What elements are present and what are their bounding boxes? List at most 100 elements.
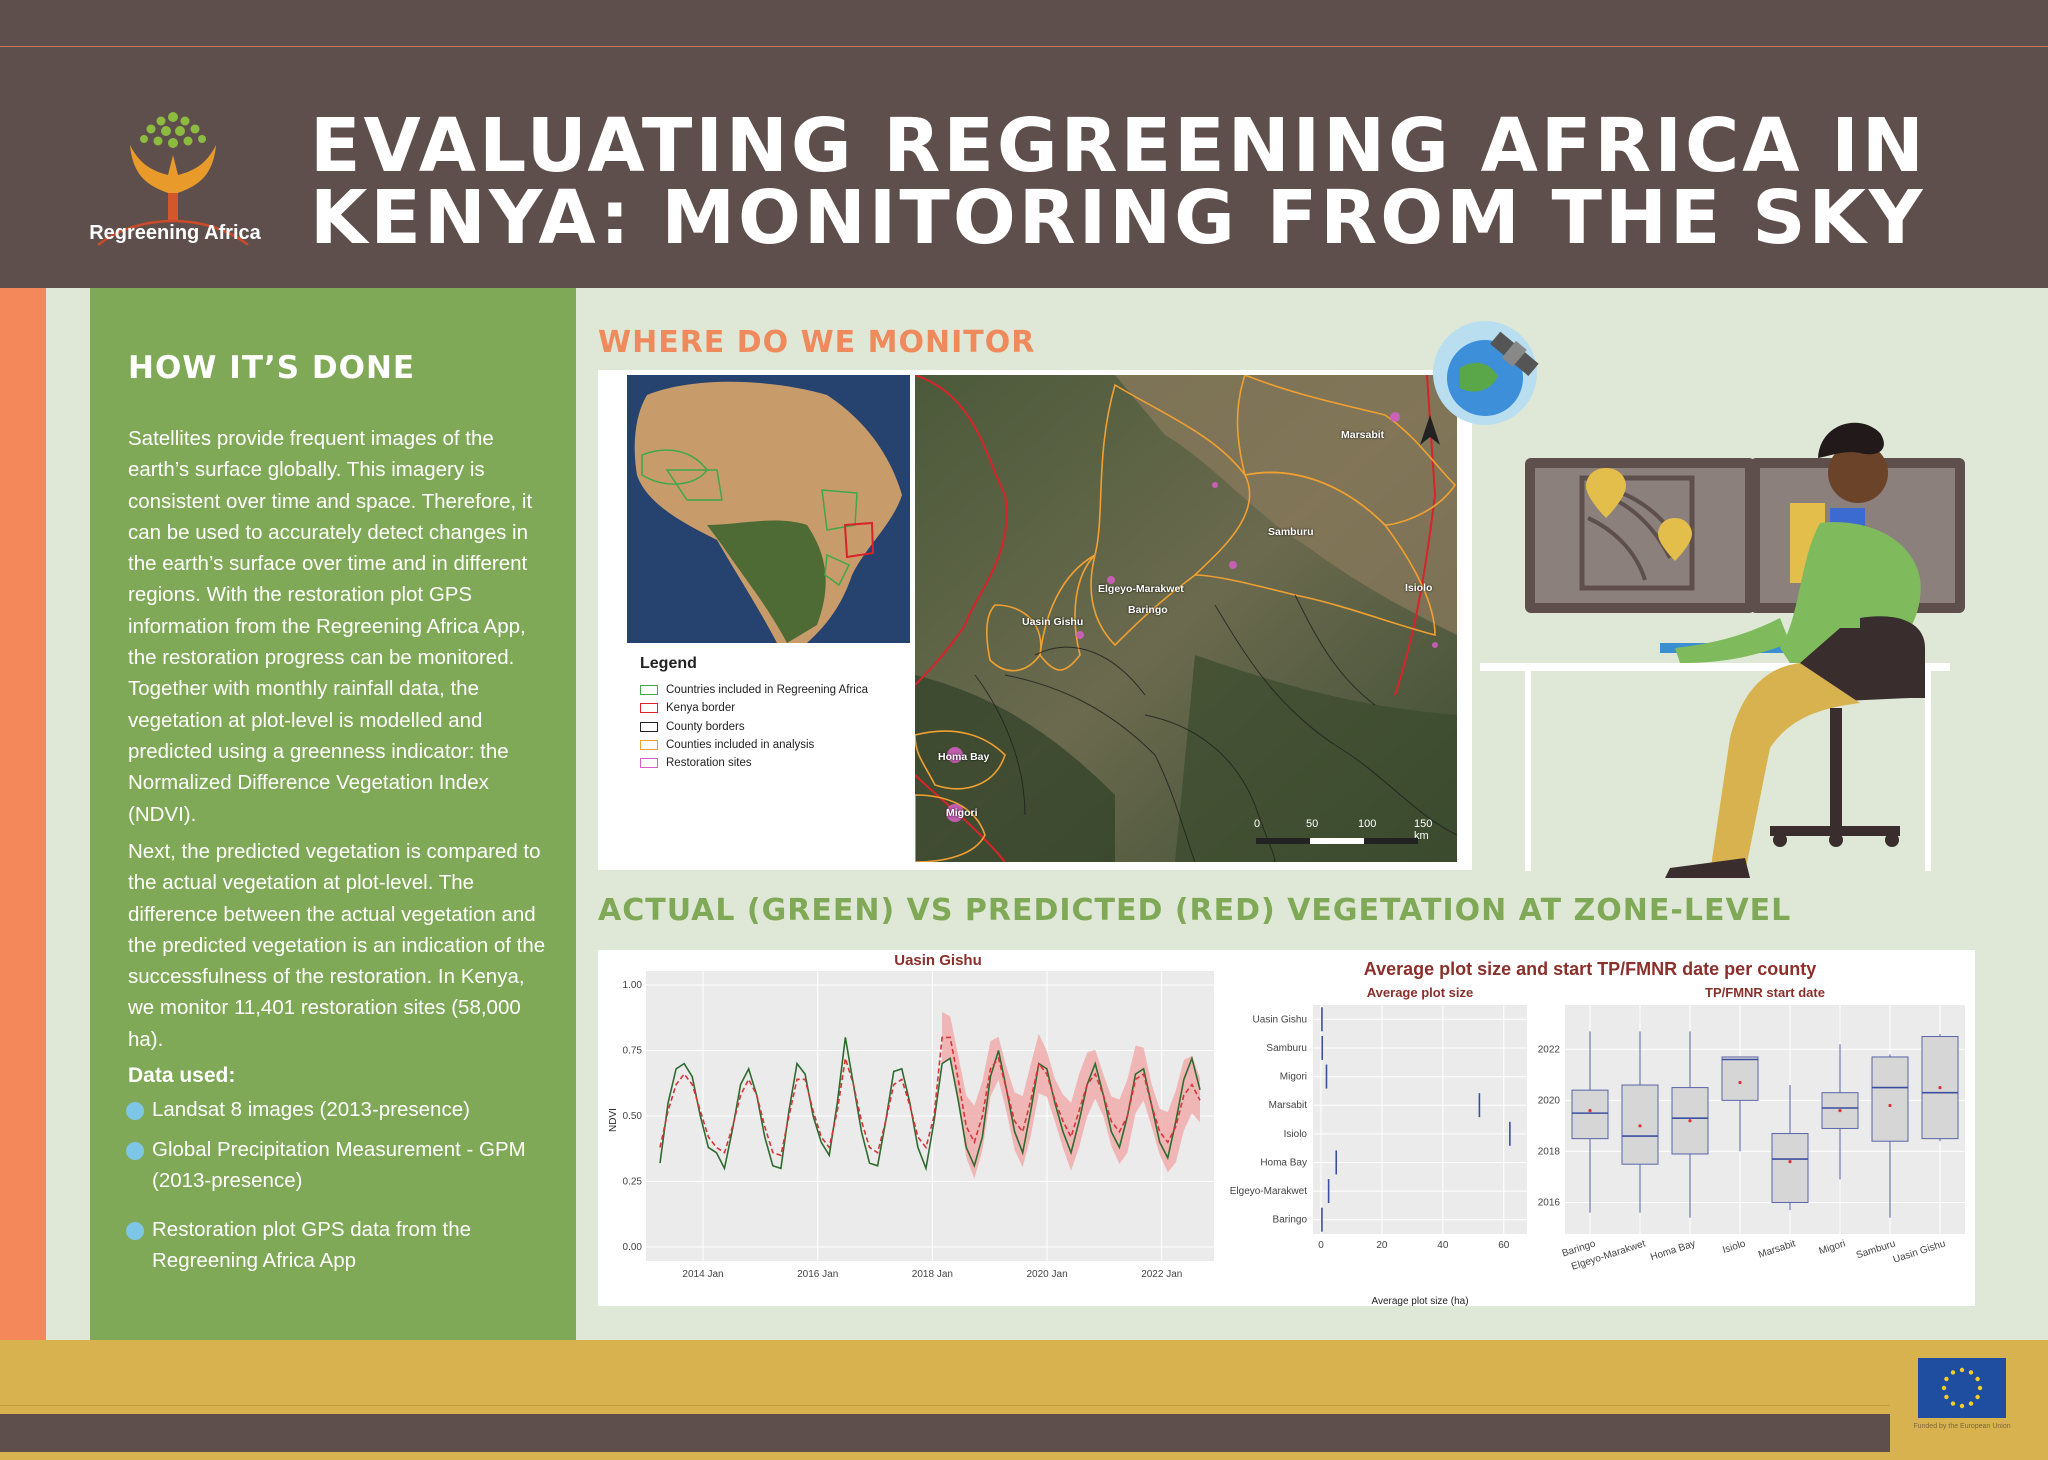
y-tick-label: 2020 xyxy=(1538,1095,1561,1106)
box xyxy=(1571,1089,1609,1140)
legend-item: Counties included in analysis xyxy=(640,736,910,754)
kenya-satellite-map xyxy=(915,375,1457,862)
county-label: Baringo xyxy=(1128,604,1168,616)
plot-size-marks xyxy=(1321,1007,1511,1232)
actual-ndvi-line xyxy=(659,1037,1201,1172)
y-tick-label: 2016 xyxy=(1538,1197,1561,1208)
chart-subtitle: Average plot size xyxy=(1367,985,1473,1000)
x-tick-label: 40 xyxy=(1437,1240,1449,1251)
category-label: Marsabit xyxy=(1269,1100,1308,1111)
category-label: Isiolo xyxy=(1284,1129,1308,1140)
series-lines xyxy=(659,1036,1201,1172)
ndvi-timeseries-chart: Uasin Gishu 1.00 0.75 0.50 0.25 0.00 2014 Ja… xyxy=(608,952,1214,1280)
eu-star-icon xyxy=(1959,1367,1965,1373)
gridlines xyxy=(1313,1005,1527,1234)
scale-label: 100 xyxy=(1358,818,1377,830)
category-label: Elgeyo-Marakwet xyxy=(1230,1186,1307,1197)
analyst-at-computer-illustration xyxy=(1433,321,1965,878)
chart-title: Uasin Gishu xyxy=(894,952,982,969)
eu-star-icon xyxy=(1944,1376,1949,1382)
box xyxy=(1771,1133,1809,1203)
plot-size-and-start-date-charts: Average plot size and start TP/FMNR date… xyxy=(1230,959,1965,1306)
x-tick-label: 2020 Jan xyxy=(1027,1269,1068,1280)
county-label: Migori xyxy=(946,807,978,819)
y-tick-label: 1.00 xyxy=(623,980,643,991)
where-section-title: WHERE DO WE MONITOR xyxy=(598,325,1036,360)
data-source-text: Restoration plot GPS data from the Regre… xyxy=(152,1218,472,1273)
legend-swatch xyxy=(640,703,658,714)
data-source-text: Global Precipitation Measurement - GPM (… xyxy=(152,1138,526,1193)
box xyxy=(1721,1056,1759,1101)
satellite-globe-icon xyxy=(1433,321,1539,425)
legend-item: Kenya border xyxy=(640,699,910,717)
category-axis: Uasin Gishu Samburu Migori Marsabit Isiolo Ho… xyxy=(1230,1014,1308,1225)
mean-point xyxy=(1738,1080,1742,1085)
bullet-dot-icon xyxy=(126,1102,144,1120)
category-label: Uasin Gishu xyxy=(1253,1014,1307,1025)
actual-vs-predicted-title: ACTUAL (GREEN) VS PREDICTED (RED) VEGETA… xyxy=(598,893,1792,928)
prediction-interval xyxy=(942,1011,1200,1179)
method-paragraph-1: Satellites provide frequent images of th… xyxy=(128,427,533,826)
how-its-done-title: HOW IT’S DONE xyxy=(128,350,416,386)
eu-star-icon xyxy=(1950,1370,1956,1375)
eu-star-icon xyxy=(1975,1376,1980,1382)
chart-title: Average plot size and start TP/FMNR date… xyxy=(1364,959,1816,979)
category-label: Samburu xyxy=(1266,1043,1307,1054)
eu-star-icon xyxy=(1977,1385,1983,1391)
legend-label: Kenya border xyxy=(666,702,736,715)
category-label: Baringo xyxy=(1273,1215,1308,1226)
eu-funding-text: Funded by the European Union xyxy=(1913,1423,2011,1430)
africa-overview-map xyxy=(627,375,910,643)
mean-point xyxy=(1688,1119,1692,1123)
header-divider xyxy=(0,46,2048,47)
legend-label: County borders xyxy=(666,720,745,733)
bullet-dot-icon xyxy=(126,1142,144,1160)
county-label: Isiolo xyxy=(1405,582,1433,594)
y-axis: 2016 2018 2020 2022 xyxy=(1538,1044,1561,1208)
legend-swatch xyxy=(640,758,658,769)
prediction-band xyxy=(942,1011,1200,1179)
method-paragraph-2: Next, the predicted vegetation is compar… xyxy=(128,840,546,1051)
regreening-africa-logo xyxy=(97,112,249,246)
county-label: Elgeyo-Marakwet xyxy=(1098,583,1184,595)
how-its-done-panel: HOW IT’S DONE Satellites provide frequen… xyxy=(90,288,576,1340)
legend-title: Legend xyxy=(640,655,697,672)
y-tick-label: 0.25 xyxy=(623,1177,643,1188)
y-axis-label: NDVI xyxy=(608,1108,619,1132)
eu-star-icon xyxy=(1975,1394,1980,1400)
legend-label: Counties included in analysis xyxy=(666,739,815,752)
category-label: Migori xyxy=(1280,1072,1307,1083)
data-used-label: Data used: xyxy=(128,1064,236,1087)
eu-star-icon xyxy=(1968,1370,1974,1375)
legend-swatch xyxy=(640,721,658,732)
data-source-item: Landsat 8 images (2013-presence) xyxy=(126,1094,552,1125)
x-tick-label: 2016 Jan xyxy=(797,1269,838,1280)
predicted-ndvi-line xyxy=(659,1036,1201,1157)
data-source-item: Global Precipitation Measurement - GPM (… xyxy=(126,1134,552,1197)
scale-label: 50 xyxy=(1306,818,1319,830)
eu-flag-icon xyxy=(1918,1358,2006,1418)
footer-band xyxy=(0,1340,2048,1414)
x-axis: 0 20 40 60 xyxy=(1318,1240,1510,1251)
mean-point xyxy=(1838,1108,1842,1113)
legend-item: Restoration sites xyxy=(640,754,910,772)
x-tick-label: 2018 Jan xyxy=(912,1269,953,1280)
title-line-2: KENYA: MONITORING FROM THE SKY xyxy=(310,175,1926,261)
bullet-dot-icon xyxy=(126,1222,144,1240)
x-tick-label: 2022 Jan xyxy=(1141,1269,1182,1280)
page-title: EVALUATING REGREENING AFRICA IN KENYA: M… xyxy=(310,109,1960,261)
y-tick-label: 2018 xyxy=(1538,1146,1561,1157)
y-tick-label: 0.75 xyxy=(623,1046,643,1057)
x-tick-label: 0 xyxy=(1318,1240,1324,1251)
x-tick-label: 20 xyxy=(1376,1240,1388,1251)
x-tick-label: 60 xyxy=(1498,1240,1510,1251)
logo-text: Regreening Africa xyxy=(89,222,261,244)
footer-band-dark xyxy=(0,1414,1890,1452)
data-source-item: Restoration plot GPS data from the Regre… xyxy=(126,1214,552,1277)
side-band-orange xyxy=(0,288,46,1340)
category-label: Marsabit xyxy=(1757,1238,1797,1260)
box xyxy=(1871,1056,1909,1142)
legend-label: Countries included in Regreening Africa xyxy=(666,684,869,697)
chart-subtitle: TP/FMNR start date xyxy=(1705,985,1825,1000)
